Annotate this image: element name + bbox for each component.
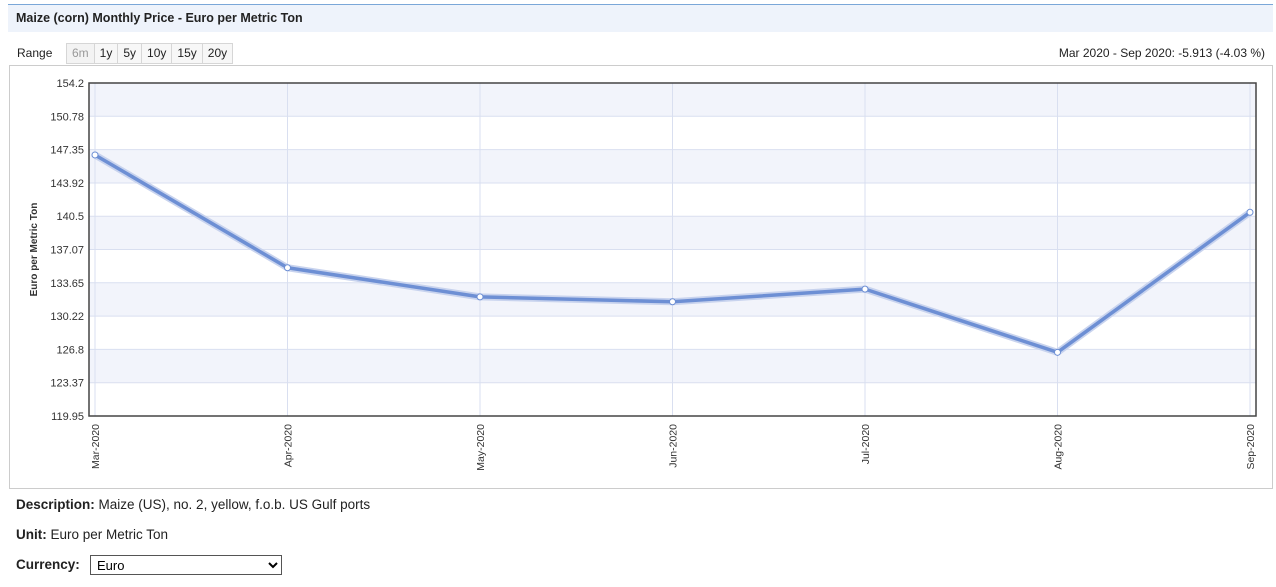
- y-tick-label: 119.95: [51, 411, 84, 423]
- chart-title-bar: Maize (corn) Monthly Price - Euro per Me…: [8, 5, 1273, 32]
- range-row: Range 6m 1y 5y 10y 15y 20y Mar 2020 - Sep 202…: [8, 43, 1273, 64]
- y-tick-label: 126.8: [56, 344, 84, 356]
- range-label: Range: [17, 46, 53, 60]
- range-button-10y[interactable]: 10y: [142, 43, 173, 64]
- y-tick-label: 154.2: [56, 78, 84, 90]
- price-change-summary: Mar 2020 - Sep 2020: -5.913 (-4.03 %): [1058, 46, 1265, 60]
- description-value: Maize (US), no. 2, yellow, f.o.b. US Gul…: [98, 497, 371, 512]
- range-button-5y[interactable]: 5y: [118, 43, 143, 64]
- y-tick-label: 123.37: [50, 378, 84, 390]
- x-tick-label: Jun-2020: [668, 424, 680, 468]
- data-point: [669, 298, 676, 306]
- data-point: [861, 285, 869, 293]
- x-tick-label: Apr-2020: [283, 424, 295, 467]
- y-tick-label: 143.92: [50, 178, 84, 190]
- y-tick-label: 133.65: [50, 278, 84, 290]
- range-button-group: 6m 1y 5y 10y 15y 20y: [66, 43, 234, 64]
- x-tick-label: May-2020: [475, 424, 487, 471]
- description-label: Description:: [16, 497, 95, 512]
- y-tick-label: 150.78: [50, 111, 84, 123]
- currency-label: Currency:: [16, 557, 80, 572]
- range-button-15y[interactable]: 15y: [172, 43, 203, 64]
- y-axis-title: Euro per Metric Ton: [29, 203, 40, 297]
- y-tick-label: 140.5: [56, 211, 84, 223]
- y-tick-label: 130.22: [50, 311, 84, 323]
- data-point: [476, 293, 484, 301]
- unit-label: Unit:: [16, 527, 47, 542]
- range-button-6m[interactable]: 6m: [66, 43, 95, 64]
- y-tick-label: 147.35: [50, 145, 84, 157]
- price-line-chart: 154.2 150.78 147.35 143.92 140.5 137.07 133.65…: [29, 78, 1257, 471]
- chart-container: 154.2 150.78 147.35 143.92 140.5 137.07 133.65…: [9, 65, 1273, 489]
- currency-line: Currency:: [16, 557, 80, 572]
- plot-border: [88, 82, 1257, 417]
- data-point: [1054, 348, 1061, 356]
- y-tick-label: 137.07: [50, 245, 84, 257]
- unit-value: Euro per Metric Ton: [50, 527, 169, 542]
- x-tick-label: Mar-2020: [90, 424, 102, 469]
- data-point: [1246, 208, 1254, 216]
- data-point: [284, 264, 291, 272]
- range-button-20y[interactable]: 20y: [202, 43, 234, 64]
- page-title: Maize (corn) Monthly Price - Euro per Me…: [16, 11, 303, 25]
- range-button-1y[interactable]: 1y: [94, 43, 119, 64]
- data-point: [91, 151, 99, 159]
- top-rule: [8, 4, 1273, 5]
- description-line: Description: Maize (US), no. 2, yellow, …: [16, 497, 370, 512]
- currency-select[interactable]: Euro: [90, 555, 282, 575]
- x-tick-label: Aug-2020: [1053, 424, 1065, 470]
- x-tick-label: Jul-2020: [860, 424, 872, 464]
- x-tick-label: Sep-2020: [1245, 424, 1257, 470]
- unit-line: Unit: Euro per Metric Ton: [16, 527, 168, 542]
